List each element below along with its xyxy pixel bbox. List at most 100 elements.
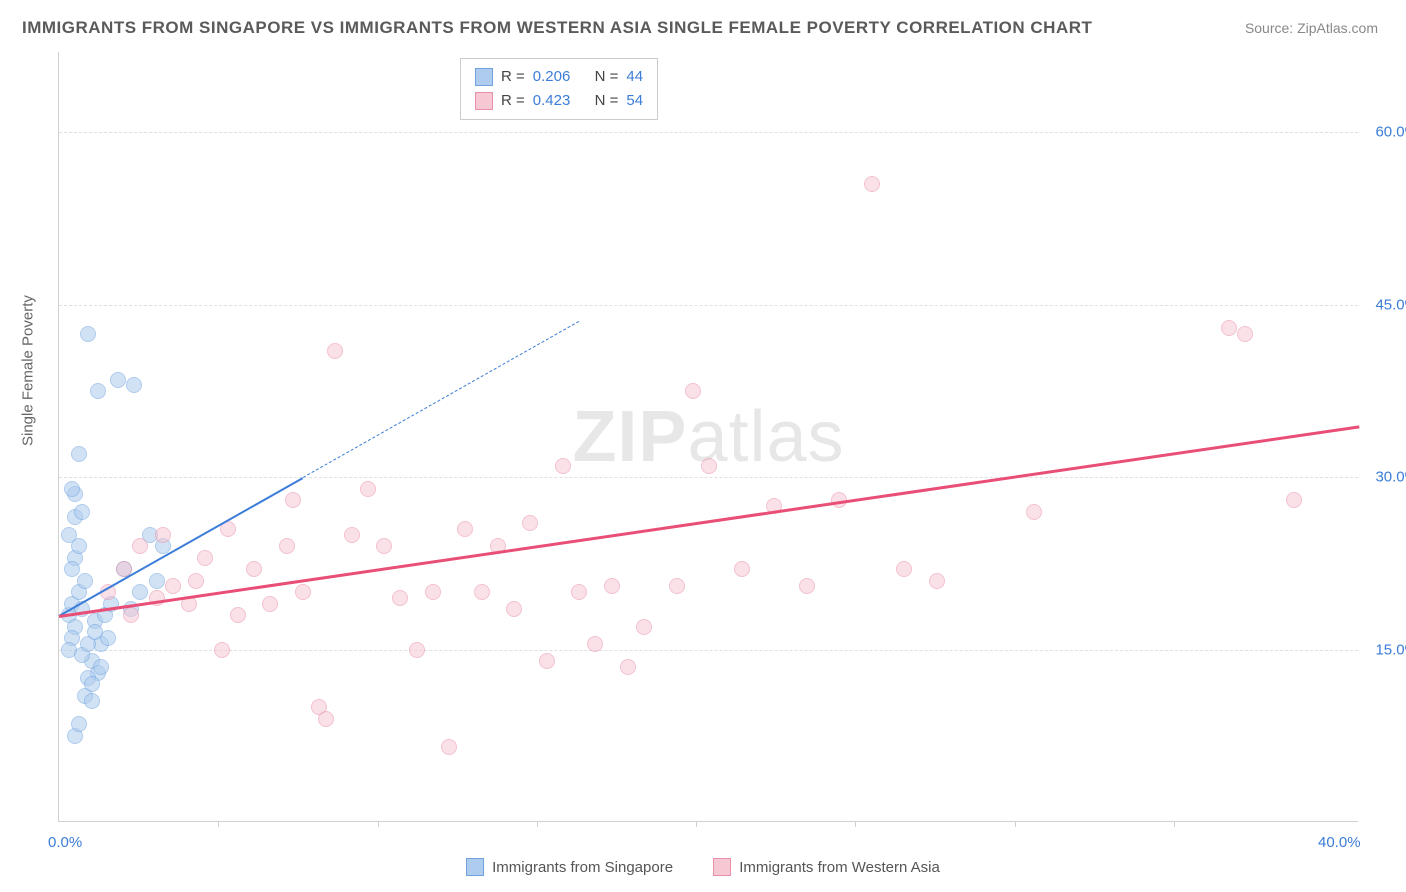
data-point xyxy=(188,573,204,589)
gridline xyxy=(59,132,1358,133)
data-point xyxy=(155,527,171,543)
y-axis-label: Single Female Poverty xyxy=(20,295,37,446)
swatch-western-asia xyxy=(713,858,731,876)
data-point xyxy=(734,561,750,577)
trend-line xyxy=(59,426,1359,618)
data-point xyxy=(620,659,636,675)
scatter-plot-area: ZIPatlas 15.0%30.0%45.0%60.0% xyxy=(58,52,1358,822)
data-point xyxy=(132,538,148,554)
correlation-legend: R = 0.206 N = 44 R = 0.423 N = 54 xyxy=(460,58,658,120)
data-point xyxy=(295,584,311,600)
gridline xyxy=(59,305,1358,306)
n-value-western-asia: 54 xyxy=(626,89,643,113)
data-point xyxy=(123,607,139,623)
data-point xyxy=(262,596,278,612)
data-point xyxy=(1237,326,1253,342)
data-point xyxy=(896,561,912,577)
x-tick-label: 0.0% xyxy=(48,834,82,851)
r-value-singapore: 0.206 xyxy=(533,65,571,89)
data-point xyxy=(685,383,701,399)
data-point xyxy=(90,383,106,399)
source-attribution: Source: ZipAtlas.com xyxy=(1245,20,1378,36)
x-tick xyxy=(537,821,538,827)
x-tick xyxy=(855,821,856,827)
data-point xyxy=(285,492,301,508)
data-point xyxy=(344,527,360,543)
data-point xyxy=(864,176,880,192)
data-point xyxy=(522,515,538,531)
data-point xyxy=(84,693,100,709)
data-point xyxy=(71,716,87,732)
data-point xyxy=(636,619,652,635)
data-point xyxy=(1221,320,1237,336)
x-tick xyxy=(218,821,219,827)
data-point xyxy=(539,653,555,669)
data-point xyxy=(929,573,945,589)
data-point xyxy=(376,538,392,554)
data-point xyxy=(61,527,77,543)
data-point xyxy=(126,377,142,393)
legend-item-western-asia: Immigrants from Western Asia xyxy=(713,858,940,876)
r-label: R = xyxy=(501,65,525,89)
data-point xyxy=(555,458,571,474)
legend-label-singapore: Immigrants from Singapore xyxy=(492,859,673,876)
data-point xyxy=(318,711,334,727)
data-point xyxy=(799,578,815,594)
data-point xyxy=(93,659,109,675)
data-point xyxy=(425,584,441,600)
gridline xyxy=(59,477,1358,478)
data-point xyxy=(1026,504,1042,520)
data-point xyxy=(441,739,457,755)
r-value-western-asia: 0.423 xyxy=(533,89,571,113)
data-point xyxy=(110,372,126,388)
data-point xyxy=(327,343,343,359)
data-point xyxy=(64,481,80,497)
y-tick-label: 45.0% xyxy=(1375,296,1406,313)
data-point xyxy=(87,624,103,640)
data-point xyxy=(587,636,603,652)
data-point xyxy=(1286,492,1302,508)
y-tick-label: 30.0% xyxy=(1375,469,1406,486)
legend-row-singapore: R = 0.206 N = 44 xyxy=(475,65,643,89)
data-point xyxy=(360,481,376,497)
x-tick xyxy=(1015,821,1016,827)
n-label: N = xyxy=(595,65,619,89)
data-point xyxy=(246,561,262,577)
chart-title: IMMIGRANTS FROM SINGAPORE VS IMMIGRANTS … xyxy=(22,18,1092,38)
series-legend: Immigrants from Singapore Immigrants fro… xyxy=(0,858,1406,880)
data-point xyxy=(132,584,148,600)
data-point xyxy=(506,601,522,617)
data-point xyxy=(571,584,587,600)
x-tick-label: 40.0% xyxy=(1318,834,1361,851)
data-point xyxy=(149,573,165,589)
data-point xyxy=(165,578,181,594)
data-point xyxy=(71,446,87,462)
legend-row-western-asia: R = 0.423 N = 54 xyxy=(475,89,643,113)
data-point xyxy=(457,521,473,537)
swatch-singapore xyxy=(466,858,484,876)
legend-item-singapore: Immigrants from Singapore xyxy=(466,858,673,876)
data-point xyxy=(77,573,93,589)
trend-line xyxy=(303,321,580,478)
data-point xyxy=(80,326,96,342)
watermark-bold: ZIP xyxy=(572,397,687,477)
n-value-singapore: 44 xyxy=(626,65,643,89)
data-point xyxy=(84,676,100,692)
data-point xyxy=(409,642,425,658)
data-point xyxy=(669,578,685,594)
legend-label-western-asia: Immigrants from Western Asia xyxy=(739,859,940,876)
swatch-singapore xyxy=(475,68,493,86)
data-point xyxy=(64,561,80,577)
x-tick xyxy=(1174,821,1175,827)
data-point xyxy=(701,458,717,474)
data-point xyxy=(230,607,246,623)
swatch-western-asia xyxy=(475,92,493,110)
data-point xyxy=(474,584,490,600)
data-point xyxy=(604,578,620,594)
x-tick xyxy=(696,821,697,827)
n-label: N = xyxy=(595,89,619,113)
data-point xyxy=(74,504,90,520)
data-point xyxy=(197,550,213,566)
r-label: R = xyxy=(501,89,525,113)
x-tick xyxy=(378,821,379,827)
